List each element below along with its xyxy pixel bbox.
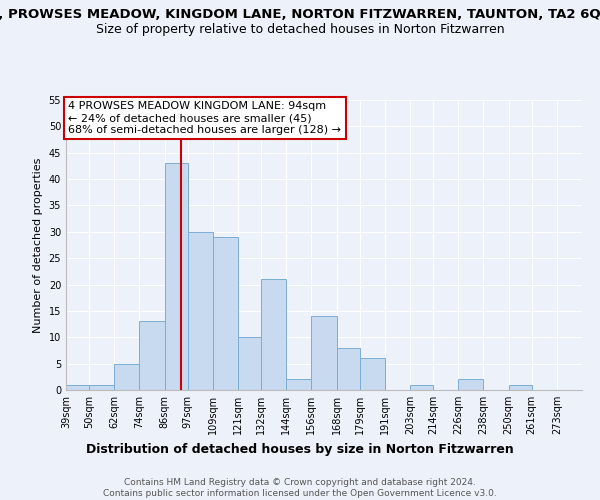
Y-axis label: Number of detached properties: Number of detached properties xyxy=(33,158,43,332)
Bar xyxy=(286,380,311,390)
Text: Distribution of detached houses by size in Norton Fitzwarren: Distribution of detached houses by size … xyxy=(86,442,514,456)
Bar xyxy=(359,358,385,390)
Bar xyxy=(164,164,188,390)
Bar xyxy=(337,348,359,390)
Bar xyxy=(89,384,114,390)
Text: 4, PROWSES MEADOW, KINGDOM LANE, NORTON FITZWARREN, TAUNTON, TA2 6QP: 4, PROWSES MEADOW, KINGDOM LANE, NORTON … xyxy=(0,8,600,20)
Text: Size of property relative to detached houses in Norton Fitzwarren: Size of property relative to detached ho… xyxy=(95,22,505,36)
Bar xyxy=(114,364,139,390)
Bar xyxy=(410,384,433,390)
Bar xyxy=(188,232,213,390)
Bar xyxy=(238,338,261,390)
Bar xyxy=(213,237,238,390)
Bar xyxy=(66,384,89,390)
Text: 4 PROWSES MEADOW KINGDOM LANE: 94sqm
← 24% of detached houses are smaller (45)
6: 4 PROWSES MEADOW KINGDOM LANE: 94sqm ← 2… xyxy=(68,102,341,134)
Text: Contains HM Land Registry data © Crown copyright and database right 2024.
Contai: Contains HM Land Registry data © Crown c… xyxy=(103,478,497,498)
Bar xyxy=(311,316,337,390)
Bar xyxy=(509,384,532,390)
Bar xyxy=(139,322,164,390)
Bar xyxy=(458,380,484,390)
Bar xyxy=(261,280,286,390)
